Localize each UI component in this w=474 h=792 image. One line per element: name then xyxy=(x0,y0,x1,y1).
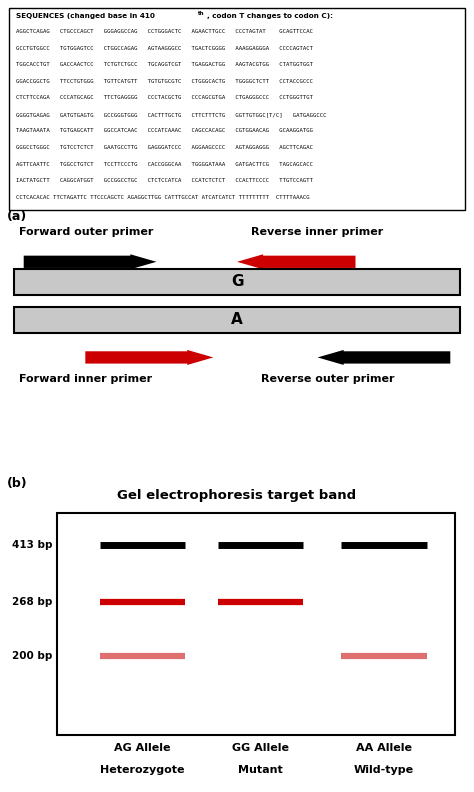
Text: Forward outer primer: Forward outer primer xyxy=(19,227,153,237)
Text: G: G xyxy=(231,274,243,289)
Text: Reverse inner primer: Reverse inner primer xyxy=(251,227,383,237)
Text: AG Allele: AG Allele xyxy=(114,743,171,753)
FancyArrow shape xyxy=(237,254,356,269)
Text: Reverse outer primer: Reverse outer primer xyxy=(261,374,394,384)
Text: th: th xyxy=(198,11,205,16)
Text: (b): (b) xyxy=(7,477,28,489)
Text: Forward inner primer: Forward inner primer xyxy=(19,374,152,384)
Text: A: A xyxy=(231,313,243,328)
Bar xyxy=(14,307,460,333)
Text: IACTATGCTT   CAGGCATGGT   GCCGGCCTGC   CTCTCCATCA   CCATCTCTCT   CCACTTCCCC   TT: IACTATGCTT CAGGCATGGT GCCGGCCTGC CTCTCCA… xyxy=(16,178,313,183)
Text: Gel electrophoresis target band: Gel electrophoresis target band xyxy=(118,489,356,502)
FancyBboxPatch shape xyxy=(9,8,465,210)
Text: GGGCCTGGGC   TGTCCTCTCT   GAATGCCTTG   GAGGGATCCC   AGGAAGCCCC   AGTAGGAGGG   AG: GGGCCTGGGC TGTCCTCTCT GAATGCCTTG GAGGGAT… xyxy=(16,145,313,150)
Text: GGACCGGCTG   TTCCTGTGGG   TGTTCATGTT   TGTGTGCGTC   CTGGGCACTG   TGGGGCTCTT   CC: GGACCGGCTG TTCCTGTGGG TGTTCATGTT TGTGTGC… xyxy=(16,79,313,84)
Text: Heterozygote: Heterozygote xyxy=(100,765,184,775)
Text: Mutant: Mutant xyxy=(238,765,283,775)
Bar xyxy=(14,268,460,295)
Text: AA Allele: AA Allele xyxy=(356,743,412,753)
Text: AGTTCAATTC   TGGCCTGTCT   TCCTTCCCTG   CACCGGGCAA   TGGGGATAAA   GATGACTTCG   TA: AGTTCAATTC TGGCCTGTCT TCCTTCCCTG CACCGGG… xyxy=(16,162,313,166)
Text: AGGCTCAGAG   CTGCCCAGCT   GGGAGGCCAG   CCTGGGACTC   AGAACTTGCC   CCCTAGTAT    GC: AGGCTCAGAG CTGCCCAGCT GGGAGGCCAG CCTGGGA… xyxy=(16,29,313,34)
Text: 268 bp: 268 bp xyxy=(12,597,52,607)
Text: CCTCACACAC TTCTAGATTC TTCCCAGCTC AGAGGCTTGG CATTTGCCAT ATCATCATCT TTTTTTTTT  CTT: CCTCACACAC TTCTAGATTC TTCCCAGCTC AGAGGCT… xyxy=(16,195,310,200)
Text: 413 bp: 413 bp xyxy=(12,540,52,550)
Text: GGGGTGAGAG   GATGTGAGTG   GCCGGGTGGG   CACTTTGCTG   CTTCTTTCTG   GGTTGTGGC[T/C] : GGGGTGAGAG GATGTGAGTG GCCGGGTGGG CACTTTG… xyxy=(16,112,327,117)
Text: TGGCACCTGT   GACCAACTCC   TCTGTCTGCC   TGCAGGTCGT   TGAGGACTGG   AAGTACGTGG   CT: TGGCACCTGT GACCAACTCC TCTGTCTGCC TGCAGGT… xyxy=(16,63,313,67)
FancyArrow shape xyxy=(85,350,213,365)
Text: GCCTGTGGCC   TGTGGAGTCC   CTGGCCAGAG   AGTAAGGGCC   TGACTCGGGG   AAAGGAGGGA   CC: GCCTGTGGCC TGTGGAGTCC CTGGCCAGAG AGTAAGG… xyxy=(16,46,313,51)
Text: 200 bp: 200 bp xyxy=(12,651,52,661)
Text: (a): (a) xyxy=(7,210,27,223)
FancyArrow shape xyxy=(318,350,450,365)
Text: SEQUENCES (changed base in 410: SEQUENCES (changed base in 410 xyxy=(16,13,155,19)
Text: , codon T changes to codon C):: , codon T changes to codon C): xyxy=(208,13,333,19)
Text: CTCTTCCAGA   CCCATGCAGC   TTCTGAGGGG   CCCTACGCTG   CCCAGCGTGA   CTGAGGGCCC   CC: CTCTTCCAGA CCCATGCAGC TTCTGAGGGG CCCTACG… xyxy=(16,95,313,101)
Text: GG Allele: GG Allele xyxy=(232,743,289,753)
Bar xyxy=(57,513,455,735)
FancyArrow shape xyxy=(24,254,156,269)
Text: Wild-type: Wild-type xyxy=(354,765,414,775)
Text: TAAGTAAATA   TGTGAGCATT   GGCCATCAAC   CCCATCAAAC   CAGCCACAGC   CGTGGAACAG   GC: TAAGTAAATA TGTGAGCATT GGCCATCAAC CCCATCA… xyxy=(16,128,313,134)
